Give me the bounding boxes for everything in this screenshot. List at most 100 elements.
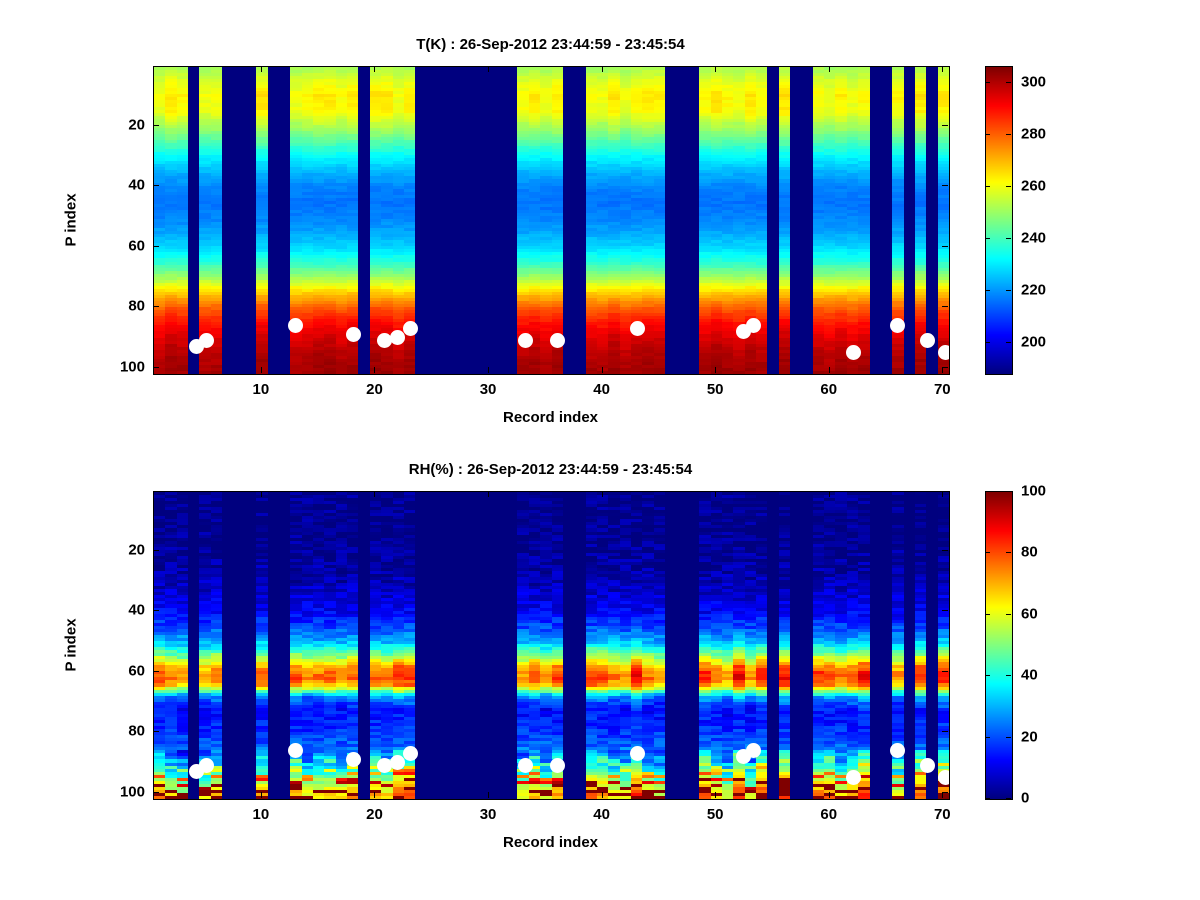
humidity-panel-xtick (260, 792, 262, 798)
humidity-panel-ytick-right (942, 670, 948, 672)
temperature-panel-ytick-label: 100 (119, 358, 145, 376)
temperature-panel-ytick (153, 366, 159, 368)
humidity-panel-xlabel: Record index (502, 834, 599, 851)
temperature-panel-colorbar-tick-right (1006, 289, 1011, 291)
temperature-panel-colorbar-label: 200 (1021, 333, 1047, 351)
temperature-panel-xtick (942, 367, 944, 373)
scatter-marker (377, 333, 393, 349)
scatter-marker (198, 758, 214, 774)
humidity-panel-ytick-right (942, 549, 948, 551)
temperature-panel-xtick-top (374, 66, 376, 72)
temperature-panel-colorbar-tick (985, 81, 990, 83)
humidity-panel-ytick-label: 40 (128, 601, 145, 619)
humidity-panel-ytick (153, 549, 159, 551)
scatter-marker (346, 752, 362, 768)
humidity-panel-ytick-label: 60 (128, 662, 145, 680)
scatter-marker (517, 333, 533, 349)
temperature-panel-xtick-top (715, 66, 717, 72)
scatter-marker (288, 318, 304, 334)
temperature-panel-xtick-label: 10 (252, 381, 270, 398)
humidity-panel-xtick-top (374, 491, 376, 497)
humidity-panel-ytick (153, 731, 159, 733)
scatter-marker (288, 743, 304, 759)
humidity-panel-colorbar-label: 100 (1021, 482, 1047, 500)
temperature-panel-title: T(K) : 26-Sep-2012 23:44:59 - 23:45:54 (416, 36, 685, 53)
humidity-panel-marker-layer (154, 492, 949, 799)
scatter-marker (846, 770, 862, 786)
scatter-marker (389, 755, 405, 771)
humidity-panel-ytick-right (942, 610, 948, 612)
temperature-panel-xtick-label: 30 (479, 381, 497, 398)
temperature-panel-ytick-label: 80 (128, 297, 145, 315)
temperature-panel-colorbar (985, 66, 1013, 375)
temperature-panel-xtick (260, 367, 262, 373)
temperature-panel-colorbar-label: 300 (1021, 73, 1047, 91)
humidity-panel-colorbar-tick (985, 491, 990, 492)
humidity-panel-colorbar-gradient (986, 492, 1012, 799)
humidity-panel-xtick-label: 50 (706, 806, 724, 823)
humidity-panel-xtick-label: 30 (479, 806, 497, 823)
humidity-panel-xtick-top (715, 491, 717, 497)
temperature-panel-ytick (153, 185, 159, 187)
temperature-panel-xtick-label: 40 (593, 381, 610, 398)
temperature-panel-colorbar-label: 280 (1021, 125, 1047, 143)
scatter-marker (630, 746, 646, 762)
temperature-panel-xtick (715, 367, 717, 373)
temperature-panel-colorbar-tick-right (1006, 237, 1011, 239)
humidity-panel-colorbar-tick-right (1006, 675, 1011, 677)
humidity-panel-ytick-right (942, 791, 948, 793)
scatter-marker (938, 345, 949, 361)
temperature-panel-colorbar-tick (985, 341, 990, 343)
humidity-panel-xtick (715, 792, 717, 798)
scatter-marker (919, 758, 935, 774)
temperature-panel-colorbar-tick-right (1006, 341, 1011, 343)
temperature-panel-xtick-top (601, 66, 603, 72)
scatter-marker (746, 743, 762, 759)
humidity-panel-colorbar-tick-right (1006, 552, 1011, 554)
scatter-marker (517, 758, 533, 774)
scatter-marker (549, 758, 565, 774)
humidity-panel-xtick-label: 40 (593, 806, 610, 823)
scatter-marker (346, 327, 362, 343)
scatter-marker (919, 333, 935, 349)
temperature-panel-xtick-top (828, 66, 830, 72)
temperature-panel-colorbar-tick (985, 289, 990, 291)
humidity-panel-ylabel: P index (62, 617, 80, 672)
temperature-panel-xtick (601, 367, 603, 373)
temperature-panel-ytick-right (942, 245, 948, 247)
temperature-panel-ytick (153, 245, 159, 247)
scatter-marker (890, 318, 906, 334)
humidity-panel-colorbar-label: 0 (1021, 789, 1030, 807)
temperature-panel-ytick-right (942, 366, 948, 368)
temperature-panel-xtick-label: 70 (933, 381, 951, 398)
temperature-panel-xtick-label: 20 (366, 381, 383, 398)
temperature-panel-xtick (488, 367, 490, 373)
humidity-panel-colorbar-tick (985, 675, 990, 677)
temperature-panel-axes (153, 66, 950, 375)
temperature-panel-xtick (828, 367, 830, 373)
temperature-panel-colorbar-tick (985, 237, 990, 239)
humidity-panel-xtick (828, 792, 830, 798)
humidity-panel-ytick-label: 100 (119, 783, 145, 801)
temperature-panel-colorbar-tick-right (1006, 133, 1011, 135)
scatter-marker (377, 758, 393, 774)
temperature-panel-ytick (153, 124, 159, 126)
scatter-marker (403, 746, 419, 762)
temperature-panel-xlabel: Record index (502, 409, 599, 426)
humidity-panel-axes (153, 491, 950, 800)
humidity-panel-ytick (153, 610, 159, 612)
humidity-panel-colorbar-tick (985, 552, 990, 554)
temperature-panel-ytick-label: 60 (128, 237, 145, 255)
humidity-panel-colorbar-label: 40 (1021, 666, 1038, 684)
humidity-panel-ytick-label: 20 (128, 541, 145, 559)
scatter-marker (403, 321, 419, 337)
scatter-marker (549, 333, 565, 349)
scatter-marker (389, 330, 405, 346)
humidity-panel-xtick-label: 20 (366, 806, 383, 823)
temperature-panel-colorbar-label: 240 (1021, 229, 1047, 247)
humidity-panel-xtick (942, 792, 944, 798)
temperature-panel-colorbar-tick (985, 133, 990, 135)
humidity-panel-colorbar-tick-right (1006, 613, 1011, 615)
